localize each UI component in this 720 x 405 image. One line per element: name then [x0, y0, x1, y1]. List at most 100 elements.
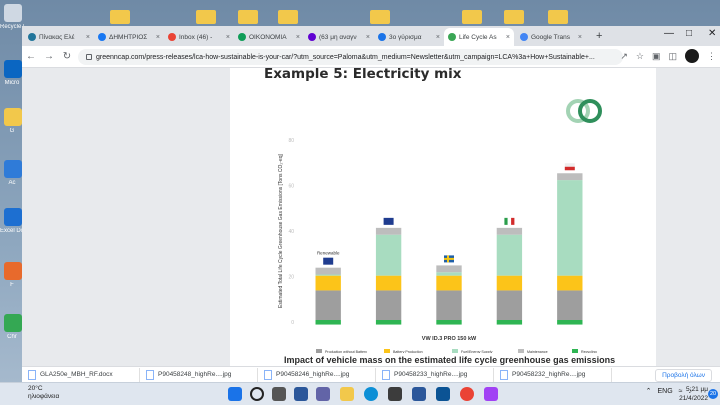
close-window-button[interactable]: ✕: [708, 28, 717, 39]
download-item[interactable]: P90458232_highRe....jpg: [494, 367, 612, 382]
tab-label: 3ο γύρισμα: [389, 33, 422, 41]
folder-icon[interactable]: [196, 10, 216, 24]
weather-widget[interactable]: 20°C ηλιοφάνεια: [28, 385, 59, 401]
desktop-icon-label: G: [9, 128, 15, 134]
chevron-up-icon[interactable]: ⌃: [645, 388, 652, 395]
close-tab-icon[interactable]: ×: [155, 33, 160, 41]
maximize-button[interactable]: □: [686, 28, 693, 39]
legend-swatch: [518, 349, 524, 353]
browser-tab[interactable]: (63 μη αναγν ×: [304, 28, 374, 46]
browser-tab[interactable]: 3ο γύρισμα ×: [374, 28, 444, 46]
volume-icon[interactable]: ♪: [688, 387, 693, 395]
word-icon[interactable]: [412, 387, 426, 401]
back-button[interactable]: ←: [26, 51, 36, 62]
desktop-app-icon[interactable]: [4, 60, 22, 78]
app-icon[interactable]: [436, 387, 450, 401]
profile-avatar[interactable]: [685, 49, 699, 63]
chrome-icon[interactable]: [460, 387, 474, 401]
close-tab-icon[interactable]: ×: [505, 33, 510, 41]
browser-tab[interactable]: Πίνακας Ελέ ×: [24, 28, 94, 46]
desktop-icon-label: Recycle Bin: [0, 24, 24, 30]
folder-icon[interactable]: [278, 10, 298, 24]
folder-icon[interactable]: [548, 10, 568, 24]
search-icon[interactable]: [250, 387, 264, 401]
menu-icon[interactable]: ⋮: [707, 50, 716, 61]
clock[interactable]: 5:21 μμ 21/4/2022: [679, 385, 708, 403]
folder-icon[interactable]: [504, 10, 524, 24]
close-tab-icon[interactable]: ×: [577, 33, 582, 41]
notification-badge[interactable]: 20: [708, 389, 718, 399]
folder-icon[interactable]: [110, 10, 130, 24]
windows-taskbar: 20°C ηλιοφάνεια ⌃ ENG ≈ ♪ 5:21 μμ 21/4/2…: [0, 382, 720, 405]
desktop-icon-label: Ac: [8, 180, 16, 186]
new-tab-button[interactable]: +: [596, 30, 603, 42]
widgets-icon[interactable]: [294, 387, 308, 401]
bar-segment-fuel-energy-supply: [375, 234, 402, 276]
desktop-app-icon[interactable]: [4, 4, 22, 22]
desktop-app-icon[interactable]: [4, 314, 22, 332]
bookmark-star-icon[interactable]: ☆: [635, 50, 644, 61]
italy-flag-red: [511, 217, 515, 225]
greenncap-logo: [566, 99, 602, 123]
edge-icon[interactable]: [364, 387, 378, 401]
toolbar-right: ↗ ☆ ▣ ◫ ⋮: [620, 49, 716, 63]
y-tick-label: 20: [288, 275, 294, 281]
y-tick-label: 60: [288, 184, 294, 190]
download-item[interactable]: P90458248_highRe....jpg: [140, 367, 258, 382]
folder-icon[interactable]: [462, 10, 482, 24]
address-bar[interactable]: greenncap.com/press-releases/lca-how-sus…: [78, 49, 623, 65]
desktop-app-icon[interactable]: [4, 108, 22, 126]
forward-button[interactable]: →: [44, 51, 54, 62]
downloads-show-all-button[interactable]: Προβολή όλων: [655, 369, 712, 382]
tab-label: (63 μη αναγν: [319, 33, 357, 41]
app-icon[interactable]: [484, 387, 498, 401]
browser-toolbar: ← → ↻ greenncap.com/press-releases/lca-h…: [22, 46, 720, 68]
legend-label: Fuel/Energy Supply: [461, 350, 493, 353]
italy-flag-white: [507, 217, 512, 225]
minimize-button[interactable]: —: [664, 28, 674, 39]
wifi-icon[interactable]: ≈: [678, 387, 683, 395]
browser-tab[interactable]: ΔΗΜΗΤΡΙΟΣ ×: [94, 28, 164, 46]
translate-icon: [520, 33, 528, 41]
bar-segment-fuel-energy-supply: [496, 234, 523, 276]
tab-label: Google Trans: [531, 33, 571, 41]
article-page: Example 5: Electricity mix 0 20 40 60 80 Esti…: [230, 66, 656, 375]
download-item[interactable]: P90458233_highRe....jpg: [376, 367, 494, 382]
desktop-app-icon[interactable]: [4, 160, 22, 178]
chat-icon[interactable]: [316, 387, 330, 401]
sidebar-icon[interactable]: ◫: [668, 50, 677, 61]
bar-segment-recycling: [557, 320, 583, 325]
store-icon[interactable]: [388, 387, 402, 401]
poland-flag-red: [564, 166, 575, 171]
reload-button[interactable]: ↻: [62, 51, 72, 62]
legend-swatch: [384, 349, 390, 353]
task-view-icon[interactable]: [272, 387, 286, 401]
share-icon[interactable]: ↗: [620, 50, 628, 61]
close-tab-icon[interactable]: ×: [225, 33, 230, 41]
download-item[interactable]: P90458246_highRe....jpg: [258, 367, 376, 382]
desktop-app-icon[interactable]: [4, 208, 22, 226]
bar-segment-maintenance: [557, 173, 583, 181]
desktop-app-icon[interactable]: [4, 262, 22, 280]
tab-label: ΔΗΜΗΤΡΙΟΣ: [109, 33, 148, 41]
download-item[interactable]: GLA250e_MBH_RF.docx: [22, 367, 140, 382]
extensions-icon[interactable]: ▣: [651, 50, 661, 61]
close-tab-icon[interactable]: ×: [295, 33, 300, 41]
browser-tab[interactable]: Google Trans ×: [516, 28, 586, 46]
close-tab-icon[interactable]: ×: [435, 33, 440, 41]
folder-icon[interactable]: [238, 10, 258, 24]
language-indicator[interactable]: ENG: [657, 387, 673, 395]
desktop-icon-label: Chr: [7, 334, 17, 340]
file-explorer-icon[interactable]: [340, 387, 354, 401]
y-tick-label: 80: [288, 138, 294, 144]
browser-tab[interactable]: Inbox (46) - ×: [164, 28, 234, 46]
file-icon: [382, 369, 390, 380]
x-axis-label: VW ID.3 PRO 150 kW: [422, 336, 477, 342]
folder-icon[interactable]: [370, 10, 390, 24]
windows-start-icon[interactable]: [228, 387, 242, 401]
close-tab-icon[interactable]: ×: [85, 33, 90, 41]
browser-tab[interactable]: OIKONOMIA ×: [234, 28, 304, 46]
download-filename: GLA250e_MBH_RF.docx: [40, 371, 113, 378]
close-tab-icon[interactable]: ×: [365, 33, 370, 41]
browser-tab[interactable]: Life Cycle As ×: [444, 28, 514, 46]
